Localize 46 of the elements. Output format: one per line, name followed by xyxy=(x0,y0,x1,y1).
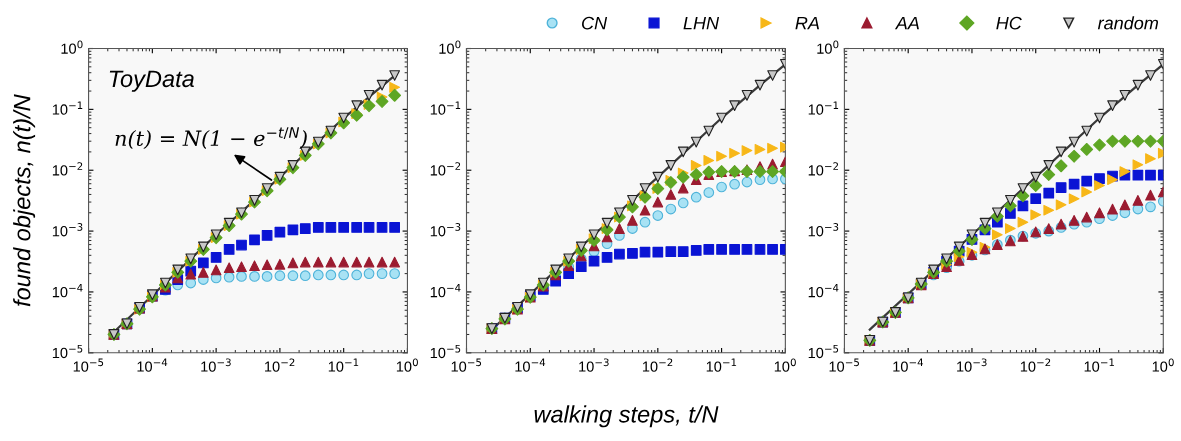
x-tick-label: 10$^{−1}$ xyxy=(706,358,737,372)
annotation: n(t) = N(1 − e$^{−t/N}$) xyxy=(115,127,307,149)
x-axis-title: walking steps, t/N xyxy=(534,405,719,428)
legend-label: HC xyxy=(996,16,1022,30)
y-tick-label: 10$^{0}$ xyxy=(439,40,461,54)
x-tick-label: 10$^{−3}$ xyxy=(201,358,231,372)
x-tick-label: 10$^{−5}$ xyxy=(451,358,482,372)
y-tick-label: 10$^{−4}$ xyxy=(430,284,461,298)
y-tick-label: 10$^{−5}$ xyxy=(52,344,83,359)
x-tick-label: 10$^{0}$ xyxy=(774,358,796,372)
x-tick-label: 10$^{−4}$ xyxy=(515,358,546,372)
y-tick-label: 10$^{−3}$ xyxy=(430,223,461,237)
y-axis-title: found objects, n(t)/N xyxy=(13,94,36,307)
x-tick-label: 10$^{−2}$ xyxy=(1020,358,1051,372)
y-tick-label: 10$^{−3}$ xyxy=(52,223,83,237)
x-tick-label: 10$^{−3}$ xyxy=(957,358,987,372)
x-tick-label: 10$^{−5}$ xyxy=(73,358,104,372)
y-tick-label: 10$^{−2}$ xyxy=(52,162,83,176)
y-tick-label: 10$^{−2}$ xyxy=(430,162,461,176)
x-tick-label: 10$^{0}$ xyxy=(396,358,418,372)
x-tick-label: 10$^{−1}$ xyxy=(328,358,359,372)
legend-label: AA xyxy=(894,16,919,30)
x-tick-label: 10$^{−4}$ xyxy=(137,358,168,372)
y-tick-label: 10$^{0}$ xyxy=(817,40,839,54)
y-tick-label: 10$^{−4}$ xyxy=(52,284,83,298)
y-tick-label: 10$^{−4}$ xyxy=(808,284,839,298)
x-tick-label: 10$^{0}$ xyxy=(1152,358,1174,372)
y-tick-label: 10$^{−3}$ xyxy=(808,223,839,237)
legend-label: random xyxy=(1097,16,1159,30)
text: ToyData xyxy=(109,70,194,92)
y-tick-label: 10$^{−1}$ xyxy=(808,101,839,115)
x-tick-label: 10$^{−2}$ xyxy=(265,358,295,372)
x-tick-label: 10$^{−3}$ xyxy=(579,358,609,372)
legend-label: CN xyxy=(582,16,608,30)
y-tick-label: 10$^{−5}$ xyxy=(808,344,839,359)
x-tick-label: 10$^{−5}$ xyxy=(829,358,859,372)
x-tick-label: 10$^{−4}$ xyxy=(893,358,924,372)
legend-label: LHN xyxy=(683,16,720,30)
y-tick-label: 10$^{−1}$ xyxy=(430,101,461,115)
y-tick-label: 10$^{0}$ xyxy=(61,40,83,54)
x-tick-label: 10$^{−2}$ xyxy=(642,358,673,372)
y-tick-label: 10$^{−2}$ xyxy=(808,162,838,176)
y-tick-label: 10$^{−1}$ xyxy=(52,101,83,115)
y-tick-label: 10$^{−5}$ xyxy=(430,344,461,359)
legend-label: RA xyxy=(795,16,819,30)
x-tick-label: 10$^{−1}$ xyxy=(1084,358,1115,372)
